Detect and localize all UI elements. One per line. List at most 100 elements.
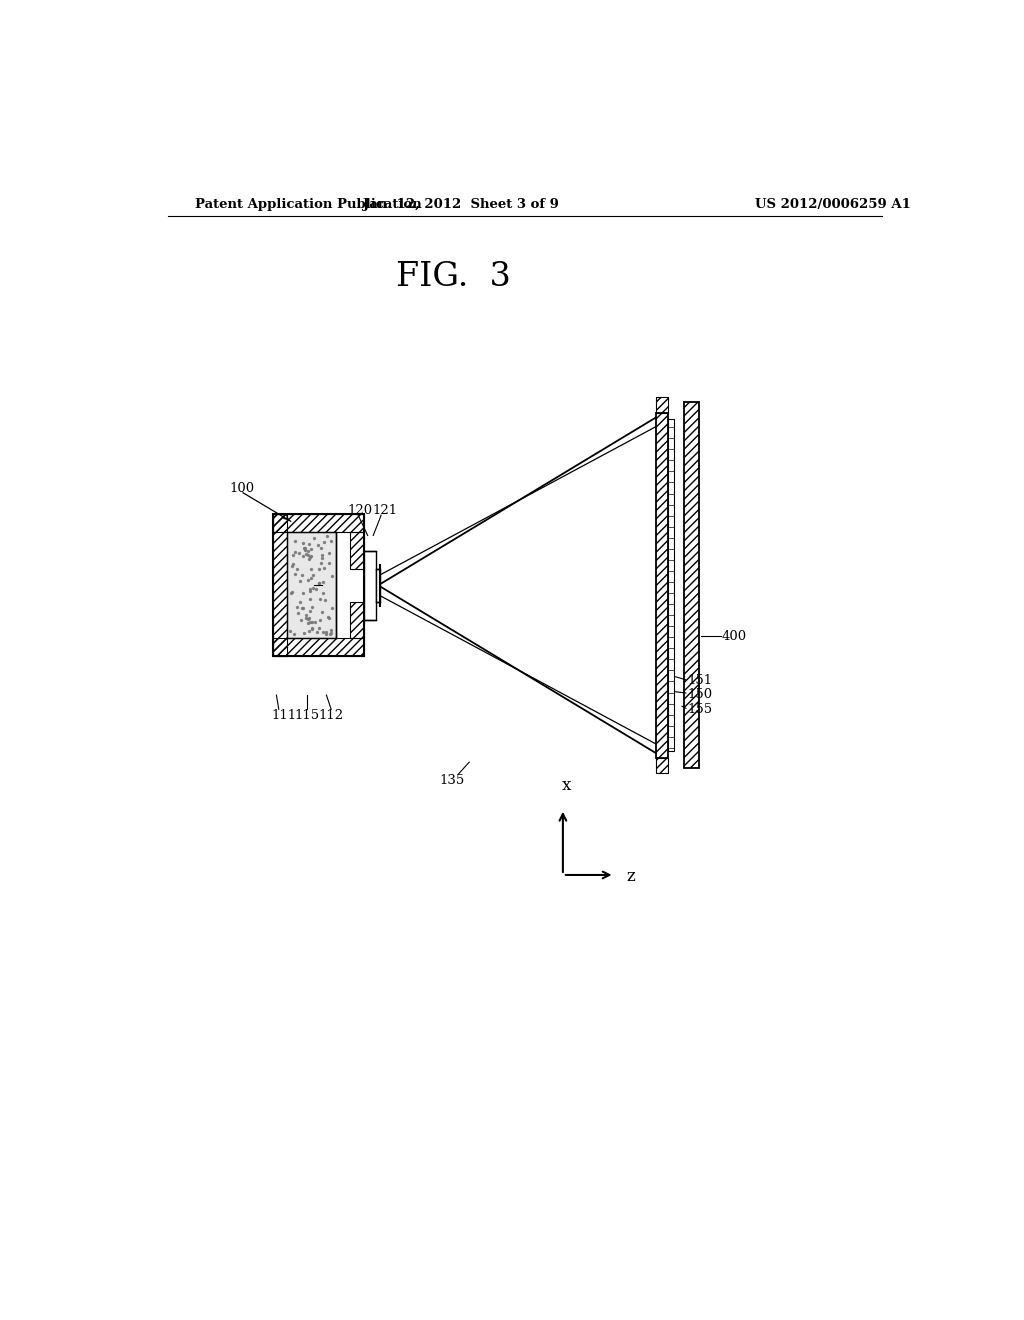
Point [298,607,314,628]
Bar [350,532,365,569]
Point [304,618,321,639]
Point [293,597,309,618]
Text: z: z [627,869,635,886]
Point [301,549,317,570]
Text: FIG.  3: FIG. 3 [396,261,511,293]
Point [304,611,321,632]
Point [301,589,317,610]
Point [315,583,332,605]
Point [285,553,301,574]
Text: 111: 111 [271,709,296,722]
Point [285,582,301,603]
Point [314,572,331,593]
Point [315,531,332,552]
Point [303,568,319,589]
Bar [272,515,365,656]
Point [304,597,321,618]
Bar [376,569,380,602]
Point [294,565,310,586]
Point [296,622,312,643]
Point [312,553,329,574]
Bar [669,420,674,751]
Point [307,578,324,599]
Text: 400: 400 [722,630,746,643]
Point [309,620,326,642]
Text: Jan. 12, 2012  Sheet 3 of 9: Jan. 12, 2012 Sheet 3 of 9 [364,198,559,211]
Point [321,607,337,628]
Point [305,564,322,585]
Point [289,558,305,579]
Point [311,618,328,639]
Point [317,622,334,643]
Point [303,558,319,579]
Point [293,610,309,631]
Point [299,540,315,561]
Point [291,543,307,564]
Point [286,624,302,645]
Bar [365,550,376,620]
Point [295,532,311,553]
Point [323,531,339,552]
Point [313,544,330,565]
Point [300,609,316,630]
Point [297,539,313,560]
Point [314,602,331,623]
Point [302,546,318,568]
Text: 100: 100 [229,482,255,495]
Point [303,545,319,566]
Point [287,541,303,562]
Point [316,557,333,578]
Point [301,533,317,554]
Point [284,556,300,577]
Point [307,611,324,632]
Point [306,528,323,549]
Point [301,607,317,628]
Point [298,544,314,565]
Point [288,564,304,585]
Text: 151: 151 [687,675,713,688]
Point [322,624,338,645]
Point [324,566,340,587]
Point [300,620,316,642]
Text: US 2012/0006259 A1: US 2012/0006259 A1 [755,198,910,211]
Text: 120: 120 [347,503,372,516]
Text: 112: 112 [318,709,344,722]
Point [321,552,337,573]
Point [315,622,332,643]
Point [302,601,318,622]
Point [300,570,316,591]
Point [313,548,330,569]
Point [295,598,311,619]
Text: x: x [561,776,570,793]
Point [283,582,299,603]
Point [301,579,317,601]
Text: 150: 150 [687,688,713,701]
Text: 155: 155 [687,702,713,715]
Point [296,537,312,558]
Point [324,597,340,618]
Text: Patent Application Publication: Patent Application Publication [196,198,422,211]
Point [313,537,330,558]
Point [311,610,328,631]
Point [323,622,339,643]
Point [323,619,339,640]
Point [321,606,337,627]
Point [290,602,306,623]
Bar [272,515,365,656]
Bar [272,515,287,656]
Point [310,558,327,579]
Bar [655,397,669,412]
Point [302,611,318,632]
Point [282,620,298,642]
Bar [272,638,365,656]
Point [302,539,318,560]
Point [295,545,311,566]
Point [312,589,329,610]
Bar [655,413,669,758]
Point [318,525,335,546]
Text: 135: 135 [439,774,465,787]
Point [304,618,321,639]
Point [299,612,315,634]
Point [321,543,337,564]
Point [285,545,301,566]
